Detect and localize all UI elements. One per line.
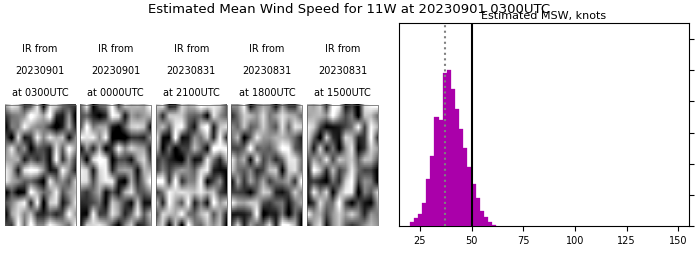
Text: 20230831: 20230831	[243, 66, 291, 76]
Bar	[80, 105, 151, 226]
Text: at 2100UTC: at 2100UTC	[163, 88, 219, 99]
Bar	[231, 105, 303, 226]
Bar	[468, 167, 472, 226]
Bar	[414, 218, 418, 226]
Text: 20230901: 20230901	[91, 66, 140, 76]
Bar	[488, 222, 492, 226]
Text: IR from: IR from	[22, 44, 58, 54]
Text: IR from: IR from	[173, 44, 209, 54]
Text: at 1500UTC: at 1500UTC	[314, 88, 370, 99]
Bar	[442, 73, 447, 226]
Bar	[455, 109, 459, 226]
Bar	[410, 222, 414, 226]
Text: at 0300UTC: at 0300UTC	[12, 88, 69, 99]
Bar	[472, 184, 476, 226]
Text: IR from: IR from	[98, 44, 134, 54]
Bar	[418, 214, 422, 226]
Text: IR from: IR from	[249, 44, 284, 54]
Bar	[447, 70, 451, 226]
Bar	[431, 156, 434, 226]
Bar	[5, 105, 75, 226]
Bar	[476, 198, 480, 226]
Bar	[459, 129, 463, 226]
Bar	[463, 148, 468, 226]
Text: at 0000UTC: at 0000UTC	[87, 88, 144, 99]
Bar	[307, 105, 378, 226]
Title: Estimated MSW, knots: Estimated MSW, knots	[482, 11, 607, 21]
Bar	[451, 89, 455, 226]
Bar	[438, 120, 442, 226]
Text: 20230831: 20230831	[166, 66, 216, 76]
Text: IR from: IR from	[325, 44, 360, 54]
Bar	[156, 105, 226, 226]
Bar	[422, 203, 426, 226]
Bar	[492, 225, 496, 226]
Bar	[484, 217, 488, 226]
Text: at 1800UTC: at 1800UTC	[238, 88, 295, 99]
Text: 20230901: 20230901	[15, 66, 65, 76]
Text: 20230831: 20230831	[318, 66, 367, 76]
Text: Estimated Mean Wind Speed for 11W at 20230901 0300UTC: Estimated Mean Wind Speed for 11W at 202…	[148, 3, 551, 16]
Bar	[480, 211, 484, 226]
Bar	[426, 179, 431, 226]
Bar	[434, 117, 438, 226]
